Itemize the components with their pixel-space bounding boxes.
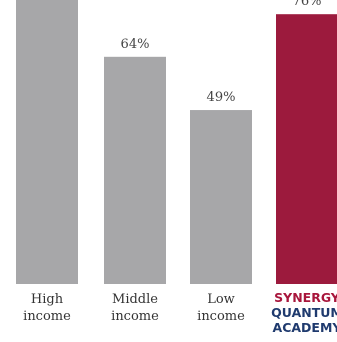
category-label-0-line-0: High xyxy=(31,292,64,307)
category-label-1-line-1: income xyxy=(111,309,159,324)
value-labels-layer: 80%64%49%76% xyxy=(121,0,322,105)
bar-1 xyxy=(104,56,166,284)
value-label-1: 64% xyxy=(121,37,150,52)
category-label-2-line-0: Low xyxy=(207,292,235,307)
category-label-0-line-1: income xyxy=(23,309,71,324)
category-label-1-line-0: Middle xyxy=(112,292,158,307)
value-label-2: 49% xyxy=(207,90,236,105)
bar-0 xyxy=(16,0,78,284)
brand-label-line-1: QUANTUM xyxy=(271,305,337,320)
category-label-2-line-1: income xyxy=(197,309,245,324)
category-labels-layer: High income Middle income Low income SYNERGYQU… xyxy=(23,290,337,335)
value-label-3: 76% xyxy=(293,0,322,9)
bar-2 xyxy=(190,110,252,284)
bar-3 xyxy=(276,14,337,284)
bars-layer xyxy=(16,0,337,284)
brand-label-line-0: SYNERGY xyxy=(274,290,337,305)
brand-label-line-2: ACADEMY xyxy=(273,320,337,335)
